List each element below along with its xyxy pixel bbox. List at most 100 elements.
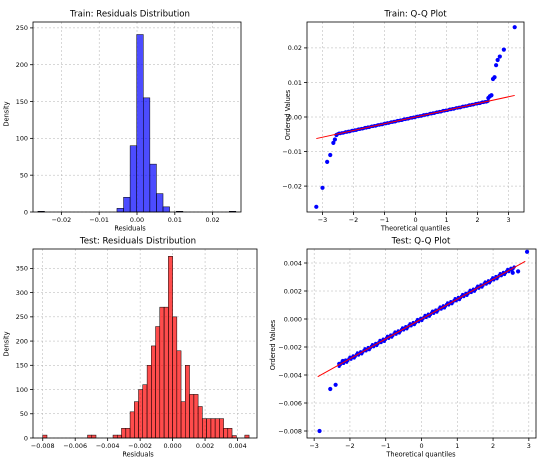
x-tick-label: 0 xyxy=(413,216,417,224)
histogram-bar xyxy=(219,418,224,439)
histogram-bar xyxy=(136,34,144,213)
y-tick-label: −0.002 xyxy=(278,343,302,351)
x-tick-label: −0.02 xyxy=(52,216,72,224)
y-tick-label: 0 xyxy=(24,434,28,442)
histogram-bar xyxy=(180,401,186,439)
x-tick-label: 1 xyxy=(455,442,459,450)
x-tick-label: 0.00 xyxy=(130,216,144,224)
histogram-bar xyxy=(162,206,170,213)
y-tick-label: 100 xyxy=(16,135,28,143)
axes: −0.02 −0.01 0.00 0.01 0.02 0 50 100 150 200 250 xyxy=(16,21,242,224)
histogram-bar xyxy=(168,256,173,439)
qq-point xyxy=(325,159,330,165)
y-axis-label: Density xyxy=(3,331,11,356)
qq-point xyxy=(495,57,500,63)
axes: −0.008 −0.006 −0.004 −0.002 0.000 0.002 0.004 0… xyxy=(16,248,258,450)
histogram-bar xyxy=(185,365,190,439)
histogram-bar xyxy=(244,434,250,439)
y-axis-label: Ordered Values xyxy=(284,89,292,140)
histogram-bar xyxy=(206,418,212,439)
test-residuals-histogram: Test: Residuals Distribution Density Res… xyxy=(3,237,258,459)
x-tick-label: −0.006 xyxy=(63,442,87,450)
histogram-bars xyxy=(37,34,237,213)
histogram-bar xyxy=(163,306,169,439)
y-tick-label: 300 xyxy=(16,289,28,297)
qq-point xyxy=(494,63,499,68)
qq-point xyxy=(332,137,337,142)
y-tick-label: 0 xyxy=(24,208,28,216)
x-axis-label: Residuals xyxy=(122,451,154,459)
chart-title: Train: Q-Q Plot xyxy=(383,10,447,20)
y-tick-label: 250 xyxy=(16,313,28,321)
y-tick-label: 150 xyxy=(16,98,28,106)
fit-line xyxy=(317,260,526,378)
y-tick-label: 0.00 xyxy=(288,113,302,121)
x-tick-label: −1 xyxy=(381,442,390,450)
y-tick-label: −0.004 xyxy=(278,371,302,379)
histogram-bar xyxy=(112,434,118,439)
histogram-bar xyxy=(116,434,122,439)
x-tick-label: 2 xyxy=(491,442,495,450)
histogram-bar xyxy=(202,418,207,439)
qq-point xyxy=(317,428,322,434)
chart-title: Train: Residuals Distribution xyxy=(69,10,190,20)
qq-point xyxy=(524,249,530,254)
histogram-bar xyxy=(125,428,131,439)
y-tick-label: 50 xyxy=(20,171,28,179)
histogram-bar xyxy=(189,394,195,439)
x-tick-label: −1 xyxy=(380,216,389,224)
x-tick-label: 0.000 xyxy=(163,442,181,450)
histogram-bar xyxy=(197,406,203,439)
histogram-bar xyxy=(214,418,220,439)
qq-point xyxy=(510,270,515,275)
y-tick-label: −0.006 xyxy=(278,399,302,407)
x-axis-label: Residuals xyxy=(114,225,146,233)
x-tick-label: −3 xyxy=(318,216,327,224)
plot-frame xyxy=(32,248,258,439)
qq-point xyxy=(328,386,333,392)
y-tick-label: 0.01 xyxy=(288,79,302,87)
y-tick-label: 150 xyxy=(16,362,28,370)
qq-point xyxy=(501,47,506,52)
x-tick-label: 3 xyxy=(527,442,531,450)
y-tick-label: 50 xyxy=(20,410,28,418)
x-tick-label: −0.002 xyxy=(128,442,152,450)
histogram-bar xyxy=(121,428,126,439)
axes: −3 −2 −1 0 1 2 3 −0.02 −0.01 0.00 0.01 0.02 xyxy=(282,21,525,224)
histogram-bar xyxy=(87,434,93,439)
histogram-bar xyxy=(146,365,152,439)
y-tick-label: 350 xyxy=(16,265,28,273)
y-tick-label: 0.002 xyxy=(284,287,302,295)
qq-point xyxy=(516,269,521,274)
train-qq-plot: Train: Q-Q Plot Ordered Values Theoretic… xyxy=(282,10,525,233)
qq-point xyxy=(314,204,319,209)
histogram-bar xyxy=(149,163,157,213)
histogram-bar xyxy=(227,428,233,439)
y-tick-label: 100 xyxy=(16,386,28,394)
x-tick-label: 0.02 xyxy=(206,216,220,224)
y-tick-label: −0.02 xyxy=(282,182,302,190)
x-tick-label: 0.004 xyxy=(228,442,246,450)
histogram-bar xyxy=(129,145,137,213)
qq-points xyxy=(314,25,517,209)
histogram-bar xyxy=(156,193,164,213)
histogram-bar xyxy=(142,384,148,439)
x-tick-label: −0.008 xyxy=(31,442,55,450)
histogram-bar xyxy=(123,197,131,213)
test-qq-plot: Test: Q-Q Plot Ordered Values Theoretica… xyxy=(269,237,537,459)
histogram-bar xyxy=(193,394,199,439)
x-tick-label: −3 xyxy=(309,442,318,450)
train-residuals-histogram: Train: Residuals Distribution Density Re… xyxy=(3,10,242,233)
chart-title: Test: Residuals Distribution xyxy=(79,237,196,247)
histogram-bar xyxy=(151,345,156,439)
histogram-bar xyxy=(42,434,48,439)
x-tick-label: 0.002 xyxy=(196,442,214,450)
y-tick-label: 200 xyxy=(16,337,28,345)
qq-point xyxy=(497,54,502,59)
qq-point xyxy=(333,382,338,387)
x-tick-label: −0.01 xyxy=(89,216,109,224)
histogram-bar xyxy=(134,401,139,439)
x-tick-label: −0.004 xyxy=(96,442,120,450)
histogram-bar xyxy=(138,389,144,439)
